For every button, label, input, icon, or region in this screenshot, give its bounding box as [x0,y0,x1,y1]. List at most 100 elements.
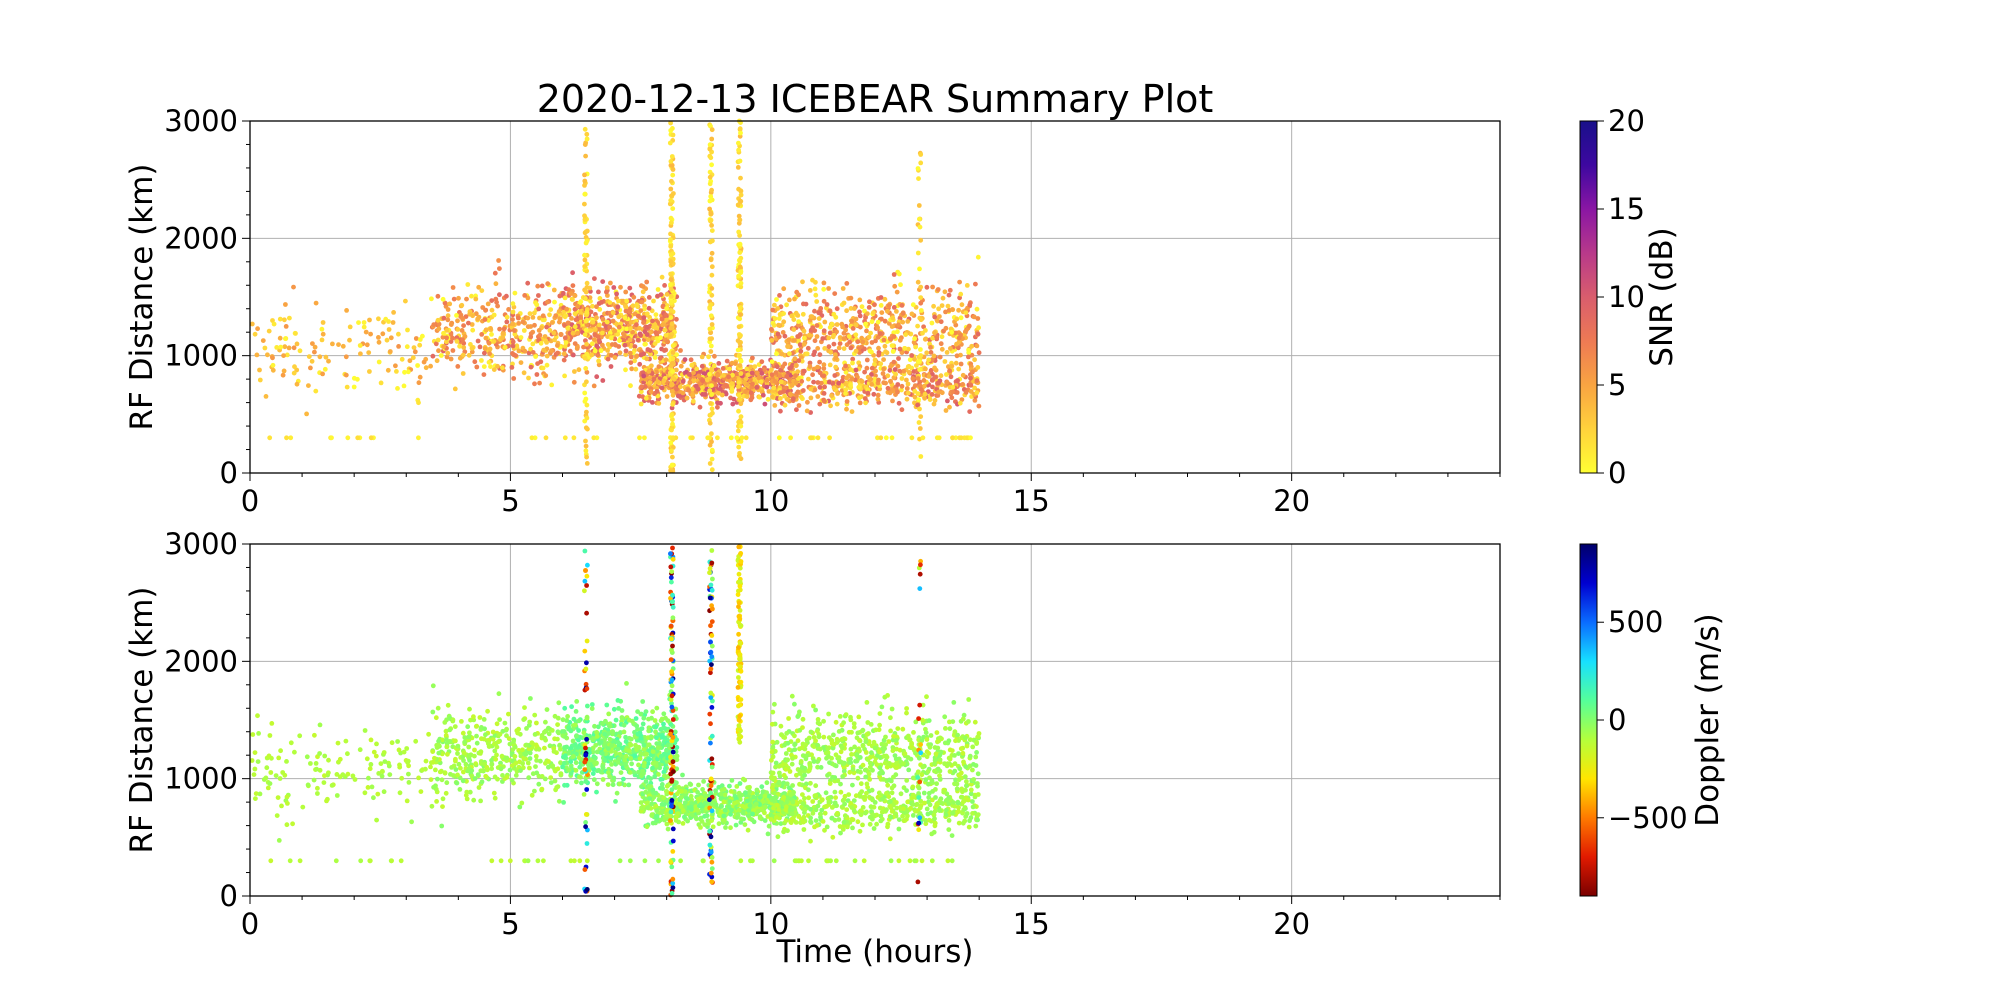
streak-point [708,239,713,245]
data-point [294,381,300,387]
data-point [416,775,421,781]
data-point [918,347,923,352]
data-point [843,363,848,369]
data-point [844,406,849,412]
streak-point [669,382,674,388]
data-point [271,321,277,327]
data-point [654,336,660,341]
streak-point [915,250,921,256]
data-point [821,373,827,379]
data-point [266,328,272,334]
data-point [759,784,765,790]
data-point [924,284,930,290]
data-point [571,716,577,722]
data-point [792,296,797,302]
data-point [816,316,822,321]
data-point [570,283,576,288]
data-point [789,313,795,319]
data-point [814,299,820,304]
data-point [575,745,581,751]
data-point [844,308,849,314]
data-point [482,761,487,767]
data-point [500,331,506,337]
data-point [473,761,479,767]
baseline-point [809,435,815,441]
streak-point [918,295,924,300]
data-point [843,369,849,375]
data-point [943,309,948,315]
data-point [598,740,604,745]
streak-point [708,210,714,216]
data-point [540,313,546,319]
data-point [308,365,313,371]
data-point [602,731,608,737]
data-point [864,328,869,334]
data-point [654,705,660,711]
data-point [771,385,777,391]
data-point [605,782,611,787]
data-point [558,771,564,776]
data-point [536,781,542,787]
streak-point [669,178,674,184]
streak-point [584,379,589,385]
data-point [975,254,981,260]
data-point [439,777,445,783]
data-point [649,363,654,369]
data-point [530,315,536,320]
data-point [577,764,583,770]
data-point [752,364,758,369]
data-point [507,767,513,773]
streak-point [917,224,923,230]
data-point [652,774,658,779]
data-point [594,315,599,321]
data-point [844,375,850,381]
data-point [629,366,635,372]
data-point [495,776,500,782]
data-point [643,395,649,401]
data-point [640,699,646,704]
data-point [831,332,837,338]
data-point [869,365,875,371]
data-point [481,364,487,369]
data-point [526,375,531,381]
streak-point [668,440,674,446]
data-point [532,322,537,328]
data-point [509,365,515,370]
data-point [834,306,840,312]
data-point [815,380,821,385]
data-point [882,343,888,349]
data-point [976,325,981,331]
data-point [542,729,547,735]
baseline-point [968,435,973,441]
data-point [731,396,737,402]
data-point [324,798,329,804]
data-point [570,330,576,336]
x-tick-label: 5 [501,484,519,518]
data-point [969,343,975,349]
data-point [642,306,647,312]
data-point [791,327,797,332]
data-point [596,289,601,295]
data-point [562,782,567,788]
data-point [873,338,878,344]
data-point [565,325,571,331]
data-point [433,767,438,773]
data-point [387,349,393,354]
data-point [320,331,326,337]
streak-point [668,259,674,265]
streak-point [668,186,674,192]
streak-point [583,396,589,402]
x-tick-label: 0 [241,484,259,518]
data-point [614,790,620,796]
data-point [399,356,405,362]
data-point [368,331,373,337]
data-point [540,317,546,323]
data-point [712,353,717,359]
data-point [308,761,313,766]
data-point [891,359,897,365]
data-point [832,373,838,378]
data-point [897,337,903,343]
data-point [769,338,775,343]
streak-point [670,125,675,131]
